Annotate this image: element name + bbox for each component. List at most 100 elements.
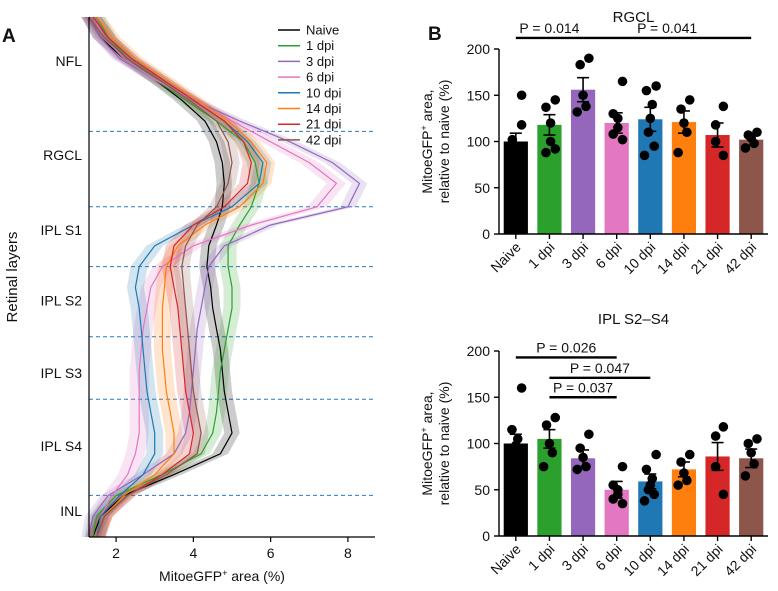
data-point-4-1 xyxy=(641,85,652,96)
x-tick-label-2: 3 dpi xyxy=(558,541,591,574)
y-axis-label-line-2: relative to naive (%) xyxy=(436,382,452,506)
x-tick-label-0: Naive xyxy=(487,541,524,578)
legend-label-4: 10 dpi xyxy=(306,85,342,100)
panel-a-letter: A xyxy=(2,26,16,47)
data-point-7-0 xyxy=(752,434,762,444)
sem-band-7 xyxy=(81,17,240,537)
layer-label-6: INL xyxy=(60,503,82,519)
data-point-6-2 xyxy=(710,136,721,147)
data-point-4-6 xyxy=(639,496,650,506)
y-tick-label-3: 150 xyxy=(467,87,491,103)
data-point-3-0 xyxy=(617,76,628,87)
x-axis-label: MitoeGFP+ area (%) xyxy=(159,568,285,584)
data-point-0-4 xyxy=(507,155,518,165)
bar-7 xyxy=(739,458,764,536)
data-point-1-5 xyxy=(550,144,561,154)
legend-label-2: 3 dpi xyxy=(306,54,334,69)
x-tick-label-0: 2 xyxy=(112,545,120,561)
bar-6 xyxy=(705,135,730,234)
x-tick-label-4: 10 dpi xyxy=(620,239,658,277)
data-point-4-6 xyxy=(639,150,650,161)
series-line-3 xyxy=(92,16,338,538)
x-tick-label-7: 42 dpi xyxy=(721,541,759,579)
data-point-2-3 xyxy=(581,101,591,112)
data-point-7-4 xyxy=(740,471,751,481)
x-tick-label-3: 8 xyxy=(344,545,352,561)
legend-label-1: 1 dpi xyxy=(306,38,334,53)
data-point-6-3 xyxy=(718,150,729,161)
layer-label-3: IPL S2 xyxy=(40,292,82,308)
data-point-6-0 xyxy=(718,422,729,432)
x-tick-label-6: 21 dpi xyxy=(687,239,725,277)
data-point-6-1 xyxy=(710,431,721,441)
y-tick-label-1: 50 xyxy=(474,482,490,498)
sem-band-0 xyxy=(81,17,240,537)
data-point-6-0 xyxy=(718,101,729,112)
data-point-1-1 xyxy=(541,102,551,113)
data-point-4-5 xyxy=(649,141,659,151)
x-tick-label-6: 21 dpi xyxy=(687,541,725,579)
series-line-7 xyxy=(88,16,233,538)
data-point-0-6 xyxy=(505,466,515,477)
data-point-5-4 xyxy=(673,147,683,158)
x-tick-label-4: 10 dpi xyxy=(620,541,658,579)
sem-band-2 xyxy=(81,17,368,537)
y-tick-label-4: 200 xyxy=(467,41,491,57)
data-point-4-5 xyxy=(649,489,659,500)
x-tick-label-1: 4 xyxy=(189,545,197,561)
data-point-3-4 xyxy=(608,129,619,139)
data-point-1-3 xyxy=(547,447,558,458)
data-point-0-0 xyxy=(516,383,527,393)
data-point-3-0 xyxy=(617,461,628,472)
data-point-1-4 xyxy=(538,461,549,472)
y-axis-label-line-2: relative to naive (%) xyxy=(436,80,452,204)
y-tick-label-4: 200 xyxy=(467,343,491,359)
data-point-4-4 xyxy=(643,127,654,138)
series-line-1 xyxy=(92,16,260,538)
data-point-1-1 xyxy=(541,420,552,430)
x-tick-label-2: 3 dpi xyxy=(558,239,591,272)
panel-a-line-chart: 2 4 6 8 MitoeGFP+ area (%) Retinal layers NFL R… xyxy=(4,16,375,584)
sem-band-5 xyxy=(88,17,276,537)
bar-7 xyxy=(739,139,764,234)
data-point-3-2 xyxy=(613,113,623,124)
data-point-0-1 xyxy=(507,424,517,435)
y-axis-label-line-1: MitoeGFP+ area, xyxy=(419,89,435,193)
sem-band-1 xyxy=(84,17,268,537)
data-point-4-0 xyxy=(651,81,661,91)
y-tick-label-3: 150 xyxy=(467,389,491,405)
data-point-2-4 xyxy=(572,107,583,117)
data-point-0-5 xyxy=(514,461,525,472)
y-tick-label-2: 100 xyxy=(467,134,491,150)
x-tick-label-2: 6 xyxy=(267,545,275,561)
bar-0 xyxy=(503,443,528,536)
layer-label-1: RGCL xyxy=(43,147,82,163)
data-point-0-5 xyxy=(516,120,527,130)
series-line-5 xyxy=(96,16,268,538)
data-point-1-2 xyxy=(545,118,556,128)
significance-label-0: P = 0.026 xyxy=(536,339,596,355)
data-point-0-0 xyxy=(516,90,527,101)
series-line-6 xyxy=(92,16,252,538)
data-point-3-5 xyxy=(617,498,628,509)
data-point-1-0 xyxy=(550,412,561,423)
data-point-1-4 xyxy=(541,147,551,158)
legend-label-5: 14 dpi xyxy=(306,101,342,116)
x-tick-label-5: 14 dpi xyxy=(654,541,692,579)
chart-title: RGCL xyxy=(613,9,655,26)
x-tick-label-1: 1 dpi xyxy=(525,239,558,272)
panel-b-letter: B xyxy=(428,24,442,45)
data-point-2-0 xyxy=(584,53,594,64)
significance-label-0: P = 0.014 xyxy=(519,20,579,36)
layer-label-0: NFL xyxy=(56,53,83,69)
data-point-2-1 xyxy=(575,59,585,70)
data-point-4-1 xyxy=(641,464,652,475)
data-point-5-0 xyxy=(684,95,695,105)
data-point-5-4 xyxy=(673,480,683,490)
significance-label-1: P = 0.041 xyxy=(637,20,697,36)
y-axis-label: Retinal layers xyxy=(4,232,21,323)
legend-label-0: Naive xyxy=(306,23,339,38)
